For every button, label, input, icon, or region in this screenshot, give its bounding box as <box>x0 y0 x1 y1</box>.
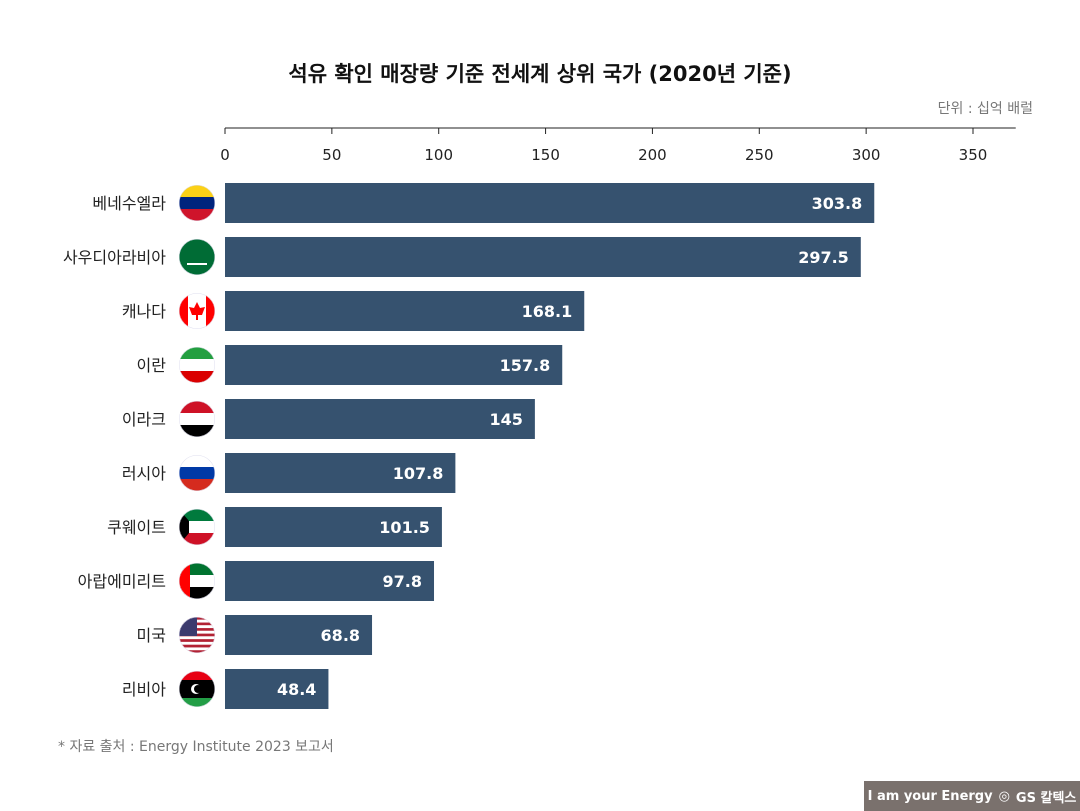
category-label: 러시아 <box>122 464 166 483</box>
bar <box>225 399 535 439</box>
category-label: 이란 <box>137 356 167 375</box>
kuwait-flag-icon <box>179 509 215 545</box>
x-tick-label: 50 <box>322 146 341 164</box>
bar-value-label: 48.4 <box>277 680 316 699</box>
bar <box>225 453 456 493</box>
bar <box>225 237 861 277</box>
usa-flag-icon <box>179 617 215 653</box>
iraq-flag-icon <box>179 401 215 437</box>
bar-chart: 0 50 100 150 200 250 300 350 303.8 베네수엘라 297.5 사우디아… <box>63 127 1016 709</box>
venezuela-flag-icon <box>179 185 215 221</box>
bar-value-label: 157.8 <box>500 356 551 375</box>
category-label: 사우디아라비아 <box>63 248 166 267</box>
bar <box>225 345 563 385</box>
category-label: 캐나다 <box>122 302 166 321</box>
category-label: 쿠웨이트 <box>107 518 166 537</box>
x-tick-label: 150 <box>531 146 560 164</box>
bar <box>225 561 435 601</box>
x-tick-label: 100 <box>424 146 453 164</box>
iran-flag-icon <box>179 347 215 383</box>
bar <box>225 615 373 655</box>
bar-value-label: 101.5 <box>379 518 430 537</box>
chart-title: 석유 확인 매장량 기준 전세계 상위 국가 (2020년 기준) <box>288 62 792 86</box>
bar <box>225 183 875 223</box>
x-tick-label: 350 <box>959 146 988 164</box>
bar-value-label: 107.8 <box>393 464 444 483</box>
x-tick-label: 0 <box>220 146 230 164</box>
category-label: 리비아 <box>122 680 166 699</box>
bar-value-label: 68.8 <box>321 626 360 645</box>
brand-slogan: I am your Energy <box>867 788 993 804</box>
libya-flag-icon <box>179 671 215 707</box>
category-label: 베네수엘라 <box>92 194 166 213</box>
unit-label: 단위 : 십억 배럴 <box>937 101 1033 117</box>
uae-flag-icon <box>179 563 215 599</box>
russia-flag-icon <box>179 455 215 491</box>
source-note: * 자료 출처 : Energy Institute 2023 보고서 <box>58 739 334 755</box>
bar <box>225 291 585 331</box>
category-label: 아랍에미리트 <box>78 572 166 591</box>
bar <box>225 669 329 709</box>
category-label: 이라크 <box>122 410 166 429</box>
brand-footer: I am your Energy ◎ GS 칼텍스 <box>864 781 1080 811</box>
brand-logo: GS 칼텍스 <box>1015 790 1077 806</box>
bar-value-label: 297.5 <box>798 248 849 267</box>
canada-flag-icon <box>179 293 215 329</box>
x-tick-label: 300 <box>852 146 881 164</box>
bar <box>225 507 442 547</box>
x-tick-label: 200 <box>638 146 667 164</box>
bar-value-label: 145 <box>489 410 522 429</box>
category-label: 미국 <box>137 626 166 645</box>
bar-value-label: 97.8 <box>383 572 422 591</box>
bar-value-label: 303.8 <box>812 194 863 213</box>
bar-value-label: 168.1 <box>522 302 573 321</box>
saudi-arabia-flag-icon <box>179 239 215 275</box>
gs-logo-icon: ◎ <box>998 788 1010 804</box>
x-tick-label: 250 <box>745 146 774 164</box>
